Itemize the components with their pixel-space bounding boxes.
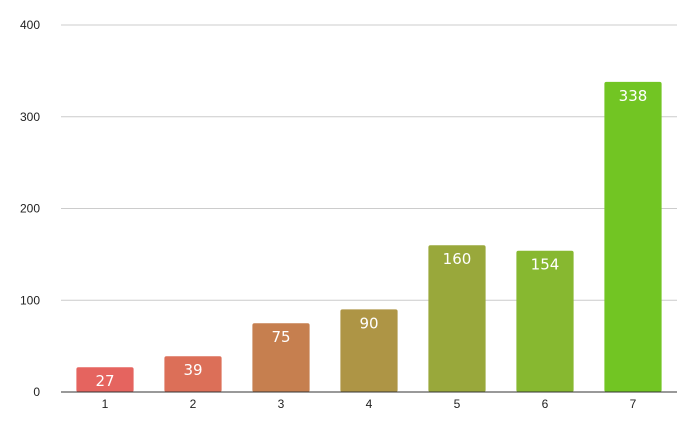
bar-3	[252, 323, 310, 392]
bars	[76, 81, 662, 392]
y-tick-label: 400	[20, 18, 40, 32]
bar-value-label: 27	[95, 372, 114, 390]
bar-value-label: 154	[531, 256, 560, 274]
x-axis-ticks: 1 2 3 4 5 6 7	[102, 397, 637, 411]
gridlines	[61, 24, 677, 301]
bar-4	[340, 309, 398, 392]
y-tick-label: 0	[33, 385, 40, 399]
bar-value-label: 338	[619, 87, 648, 105]
x-tick-label: 5	[454, 397, 461, 411]
x-tick-label: 2	[190, 397, 197, 411]
bar-2	[164, 356, 222, 392]
x-tick-label: 7	[630, 397, 637, 411]
y-tick-label: 100	[20, 293, 40, 307]
x-tick-label: 4	[366, 397, 373, 411]
bar-1	[76, 367, 134, 392]
y-axis-ticks: 0 100 200 300 400	[20, 18, 40, 399]
x-tick-label: 1	[102, 397, 109, 411]
y-tick-label: 300	[20, 110, 40, 124]
bar-value-label: 90	[359, 314, 378, 332]
x-tick-label: 3	[278, 397, 285, 411]
y-tick-label: 200	[20, 202, 40, 216]
bar-value-label: 160	[443, 250, 472, 268]
bar-value-labels: 27 39 75 90 160 154 338	[95, 87, 647, 390]
bar-value-label: 39	[183, 361, 202, 379]
bar-5	[428, 245, 486, 392]
x-tick-label: 6	[542, 397, 549, 411]
bar-7	[604, 81, 662, 392]
bar-6	[516, 250, 574, 392]
bar-value-label: 75	[271, 328, 290, 346]
